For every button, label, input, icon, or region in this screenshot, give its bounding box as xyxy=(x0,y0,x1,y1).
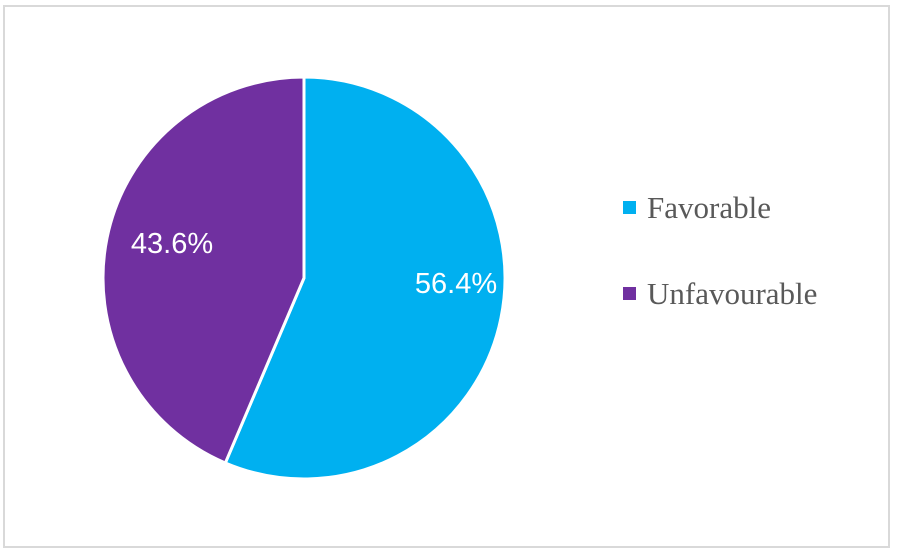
legend-label: Favorable xyxy=(647,190,771,225)
pie-slice-favorable xyxy=(223,75,507,481)
legend-swatch xyxy=(623,287,636,300)
pie-slice-unfavourable xyxy=(101,75,306,465)
legend-swatch xyxy=(623,201,636,214)
data-label: 43.6% xyxy=(131,228,213,260)
legend-label: Unfavourable xyxy=(647,276,817,311)
data-label: 56.4% xyxy=(415,268,497,300)
chart-frame xyxy=(3,5,890,548)
